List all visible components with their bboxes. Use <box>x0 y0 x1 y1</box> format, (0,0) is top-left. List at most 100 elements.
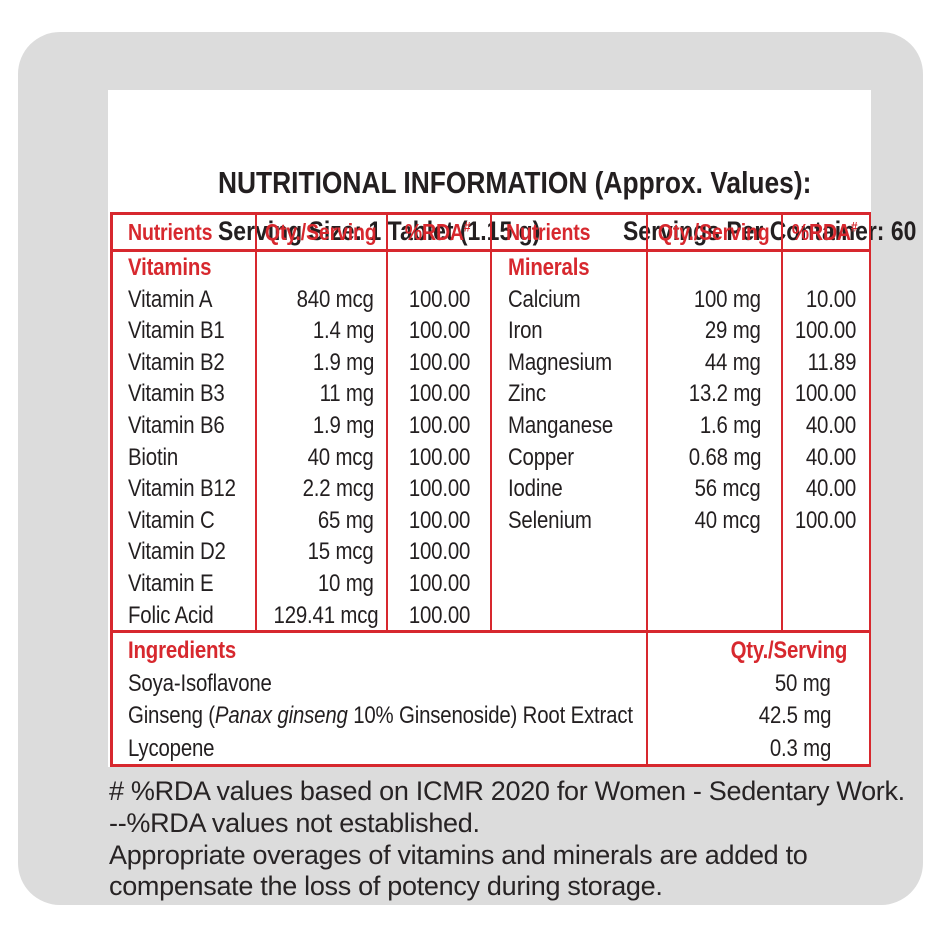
nutrient-row: Zinc 13.2 mg 100.00 <box>490 378 869 410</box>
nutrient-rda-cell: 10.00 <box>781 284 869 316</box>
nutrient-rda: 100.00 <box>408 475 471 503</box>
ingredient-qty: 42.5 mg <box>758 702 831 729</box>
nutrient-rda-cell: 100.00 <box>781 505 869 537</box>
column-header-rda-left: %RDA# <box>386 215 490 249</box>
nutrient-rda-cell: 100.00 <box>386 315 490 347</box>
nutrient-name-cell: Vitamin E <box>110 568 255 600</box>
nutrient-row: Vitamin B3 11 mg 100.00 <box>110 378 490 410</box>
nutrient-rda: 40.00 <box>805 411 856 439</box>
nutrient-rda-cell: 100.00 <box>386 347 490 379</box>
nutrient-name-cell: Vitamin B12 <box>110 473 255 505</box>
nutrient-qty-cell: 1.9 mg <box>255 347 386 379</box>
nutrient-name: Manganese <box>508 411 614 439</box>
table-rule-col1 <box>255 212 257 630</box>
nutrient-rda: 100.00 <box>408 380 471 408</box>
nutrient-name-cell: Vitamin D2 <box>110 536 255 568</box>
nutrient-qty: 0.68 mg <box>688 443 761 471</box>
nutrient-rda: 10.00 <box>805 285 856 313</box>
nutrient-rda-cell: 40.00 <box>781 410 869 442</box>
nutrient-row: Folic Acid 129.41 mcg 100.00 <box>110 600 490 632</box>
nutrient-row: Vitamin D2 15 mcg 100.00 <box>110 536 490 568</box>
nutrient-row: Selenium 40 mcg 100.00 <box>490 505 869 537</box>
nutrient-rda: 40.00 <box>805 475 856 503</box>
footnotes: # %RDA values based on ICMR 2020 for Wom… <box>109 776 909 903</box>
nutrient-name: Zinc <box>508 380 546 408</box>
nutrient-qty-cell: 13.2 mg <box>646 378 781 410</box>
nutrient-name-cell: Vitamin B1 <box>110 315 255 347</box>
nutrient-name: Iron <box>508 317 543 345</box>
nutrient-rda: 100.00 <box>408 348 471 376</box>
table-rule-col2 <box>386 212 388 630</box>
nutrient-row: Vitamin B2 1.9 mg 100.00 <box>110 347 490 379</box>
ingredient-row: Lycopene 0.3 mg <box>110 733 869 766</box>
column-header-nutrients-left: Nutrients <box>112 215 271 249</box>
nutrient-row: Manganese 1.6 mg 40.00 <box>490 410 869 442</box>
vitamins-group: Vitamins Vitamin A 840 mcg 100.00 Vitami… <box>110 252 490 631</box>
rda-footnote-marker: # <box>851 218 858 235</box>
column-header-qty-right: Qty./Serving <box>646 215 781 249</box>
nutrient-name-cell: Calcium <box>490 284 646 316</box>
nutrient-name: Vitamin B2 <box>128 348 225 376</box>
nutrient-rda-cell: 100.00 <box>386 442 490 474</box>
table-rule-nutrients-bottom <box>110 630 871 633</box>
column-header-nutrients-right: Nutrients <box>490 215 662 249</box>
nutrient-name: Folic Acid <box>128 601 214 629</box>
nutrient-name: Magnesium <box>508 348 612 376</box>
nutrient-qty: 11 mg <box>319 380 375 408</box>
nutrient-qty: 56 mcg <box>695 475 761 503</box>
rda-footnote-marker: # <box>464 218 471 235</box>
servings-per-container-text: Servings Per Container: 60 <box>623 216 917 246</box>
ingredient-name-cell: Lycopene <box>110 733 646 766</box>
table-rule-col5 <box>781 212 783 630</box>
nutrient-name: Selenium <box>508 506 592 534</box>
nutrient-rda: 100.00 <box>408 601 471 629</box>
nutrient-name: Vitamin B3 <box>128 380 225 408</box>
footnote-line: Appropriate overages of vitamins and min… <box>109 839 808 870</box>
nutrient-name: Biotin <box>128 443 179 471</box>
table-rule-left <box>110 212 113 767</box>
ingredient-name-cell: Soya-Isoflavone <box>110 668 646 701</box>
serving-size-text: Serving Size: 1 Tablet (1.15 g) <box>218 216 541 246</box>
table-rule-bottom <box>110 764 871 767</box>
nutrient-rda-cell: 40.00 <box>781 473 869 505</box>
nutrient-row: Vitamin A 840 mcg 100.00 <box>110 284 490 316</box>
nutrient-qty: 2.2 mcg <box>302 475 375 503</box>
nutrient-qty-cell: 15 mcg <box>255 536 386 568</box>
nutrient-qty: 1.9 mg <box>312 348 375 376</box>
nutrient-name-cell: Vitamin B6 <box>110 410 255 442</box>
page-title: NUTRITIONAL INFORMATION (Approx. Values)… <box>218 166 916 200</box>
rda-label: %RDA <box>405 219 465 245</box>
nutrient-name-cell: Selenium <box>490 505 646 537</box>
nutrient-qty: 129.41 mcg <box>273 601 379 629</box>
nutrient-qty-cell: 840 mcg <box>255 284 386 316</box>
table-rule-right <box>868 212 871 767</box>
nutrient-rda-cell: 100.00 <box>386 568 490 600</box>
nutrient-name: Vitamin B12 <box>128 475 236 503</box>
nutrient-qty-cell: 100 mg <box>646 284 781 316</box>
ingredient-qty: 50 mg <box>775 669 831 697</box>
ingredient-row: Soya-Isoflavone 50 mg <box>110 668 869 701</box>
nutrient-name: Vitamin B6 <box>128 411 225 439</box>
nutrient-row: Iodine 56 mcg 40.00 <box>490 473 869 505</box>
nutrient-qty: 40 mcg <box>695 506 761 534</box>
ingredient-name-cell: Ginseng (Panax ginseng 10% Ginsenoside) … <box>110 700 646 733</box>
nutrient-qty: 1.6 mg <box>699 411 762 439</box>
ingredient-qty-cell: 0.3 mg <box>646 733 869 766</box>
nutrient-name-cell: Copper <box>490 442 646 474</box>
nutrient-qty-cell: 40 mcg <box>255 442 386 474</box>
nutrient-qty: 44 mg <box>705 348 761 376</box>
ingredient-qty: 0.3 mg <box>769 734 832 762</box>
nutrient-qty: 40 mcg <box>308 443 374 471</box>
serving-size: Serving Size: 1 Tablet (1.15 g) <box>218 216 597 246</box>
nutrient-row: Calcium 100 mg 10.00 <box>490 284 869 316</box>
nutrient-rda: 100.00 <box>408 285 471 313</box>
nutrient-rda-cell: 100.00 <box>386 600 490 632</box>
nutrient-name: Copper <box>508 443 574 471</box>
nutrient-rda-cell: 100.00 <box>781 378 869 410</box>
ingredients-header-row: Ingredients Qty./Serving <box>110 635 869 668</box>
column-header-qty-left: Qty./Serving <box>255 215 386 249</box>
ingredient-row: Ginseng (Panax ginseng 10% Ginsenoside) … <box>110 700 869 733</box>
column-header-label: Qty./Serving <box>657 219 770 245</box>
nutrient-name-cell: Iron <box>490 315 646 347</box>
nutrient-row: Biotin 40 mcg 100.00 <box>110 442 490 474</box>
